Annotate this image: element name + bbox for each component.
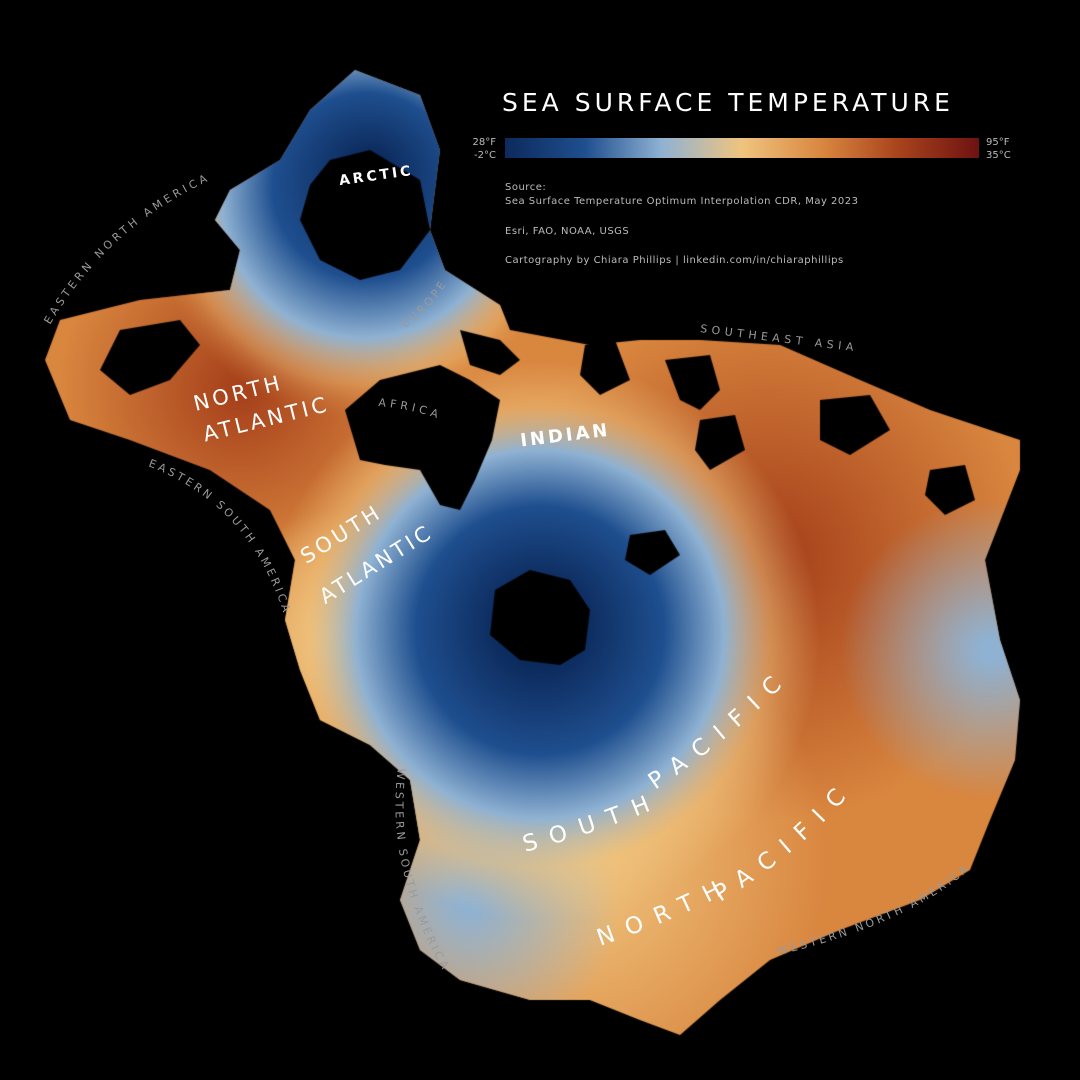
legend-max-fahrenheit: 95°F xyxy=(986,137,1010,148)
legend-max-celsius: 35°C xyxy=(986,150,1011,161)
basemap-credit: Esri, FAO, NOAA, USGS xyxy=(505,226,630,237)
cartography-credit: Cartography by Chiara Phillips | linkedi… xyxy=(505,255,844,266)
legend-color-bar xyxy=(505,138,979,158)
legend-max-label: 95°F 35°C xyxy=(986,136,1026,162)
source-text: Sea Surface Temperature Optimum Interpol… xyxy=(505,196,859,207)
legend-min-celsius: -2°C xyxy=(474,150,496,161)
legend-min-label: 28°F -2°C xyxy=(456,136,496,162)
legend-min-fahrenheit: 28°F xyxy=(472,137,496,148)
source-heading: Source: xyxy=(505,182,547,193)
map-title: SEA SURFACE TEMPERATURE xyxy=(502,88,954,117)
